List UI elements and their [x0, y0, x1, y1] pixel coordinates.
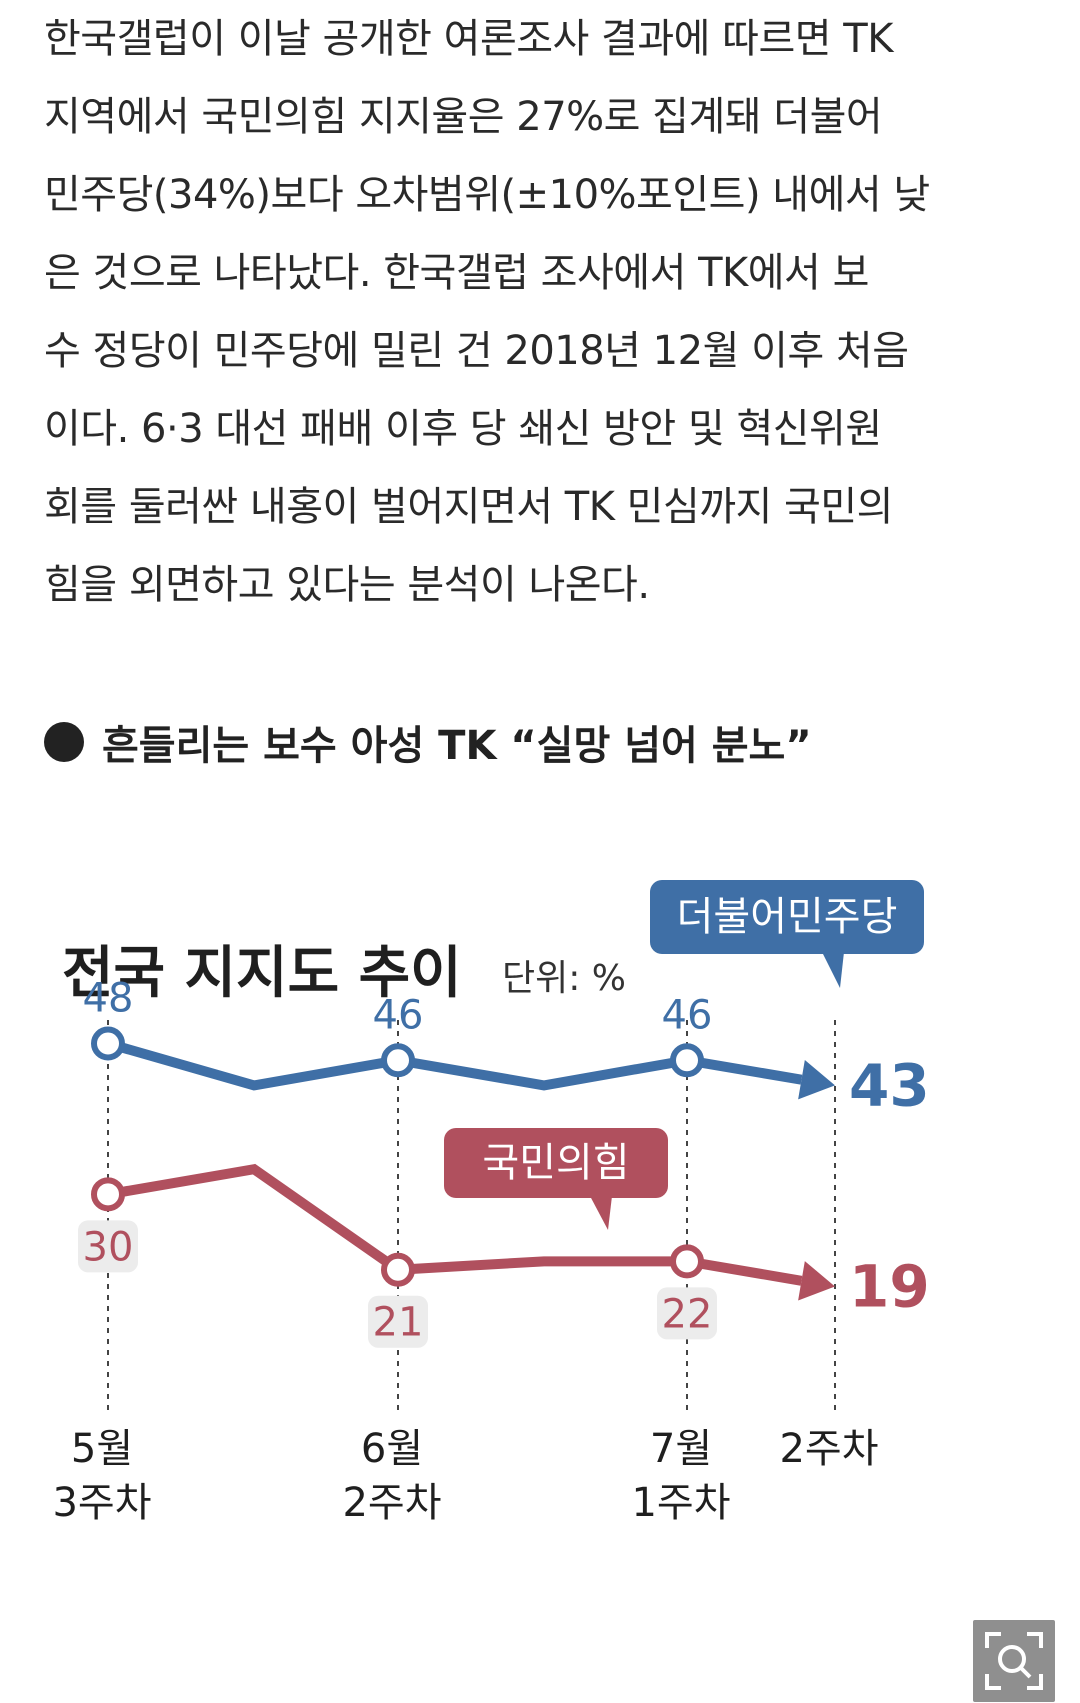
- article-line: 이다. 6·3 대선 패배 이후 당 쇄신 방안 및 혁신위원: [44, 406, 882, 452]
- tick-line1: 5월: [71, 1426, 133, 1472]
- data-label: 22: [662, 1291, 713, 1337]
- data-label-bg: [78, 1220, 138, 1273]
- article-line: 지역에서 국민의힘 지지율은 27%로 집계돼 더불어: [44, 94, 883, 140]
- callout-box: [650, 880, 924, 954]
- data-point: [91, 1177, 125, 1212]
- data-point: [91, 1026, 125, 1061]
- data-label-group: 30: [78, 1220, 138, 1273]
- legend-callout-ppp: 국민의힘: [444, 1128, 668, 1230]
- data-point: [381, 1043, 415, 1078]
- callout-pointer: [822, 952, 844, 988]
- legend-callout-democratic: 더불어민주당: [650, 880, 924, 988]
- tick-line1: 2주차: [779, 1426, 878, 1472]
- article-line: 은 것으로 나타났다. 한국갤럽 조사에서 TK에서 보: [44, 250, 869, 296]
- tick-line1: 6월: [361, 1426, 423, 1472]
- final-value-label: 19: [849, 1252, 930, 1320]
- chart-title: 전국 지지도 추이: [62, 941, 462, 1006]
- final-value-label: 43: [849, 1051, 930, 1119]
- data-point: [381, 1252, 415, 1287]
- tick-line1: 7월: [650, 1426, 712, 1472]
- article-line: 한국갤럽이 이날 공개한 여론조사 결과에 따르면 TK: [44, 16, 893, 62]
- article-body: 한국갤럽이 이날 공개한 여론조사 결과에 따르면 TK 지역에서 국민의힘 지…: [44, 0, 1044, 624]
- data-point: [670, 1244, 704, 1279]
- series-line: [107, 1163, 803, 1286]
- data-label: 46: [662, 992, 713, 1038]
- tick-line2: 3주차: [52, 1480, 151, 1526]
- section-subheading: 흔들리는 보수 아성 TK “실망 넘어 분노”: [44, 712, 812, 772]
- data-label: 30: [83, 1224, 134, 1270]
- data-label-group: 21: [368, 1295, 428, 1348]
- series-arrowhead: [798, 1261, 835, 1301]
- tick-line2: 1주차: [631, 1480, 730, 1526]
- series-arrowhead: [798, 1059, 835, 1100]
- data-point: [670, 1043, 704, 1078]
- callout-box: [444, 1128, 668, 1198]
- article-line: 회를 둘러싼 내홍이 벌어지면서 TK 민심까지 국민의: [44, 484, 893, 530]
- chart-svg: 전국 지지도 추이 단위: % 48 46 46 43 30 21 22 19 더불어민주당국…: [52, 880, 930, 1526]
- data-label: 21: [373, 1300, 424, 1346]
- data-label-bg: [657, 1287, 717, 1340]
- data-label: 48: [83, 976, 134, 1022]
- article-line: 민주당(34%)보다 오차범위(±10%포인트) 내에서 낮: [44, 172, 930, 218]
- x-tick-label: 2주차: [779, 1426, 878, 1472]
- zoom-icon: [985, 1632, 1043, 1690]
- tick-line2: 2주차: [342, 1480, 441, 1526]
- series-line: [106, 1038, 803, 1091]
- bullet-icon: [44, 722, 84, 762]
- data-label-bg: [368, 1295, 428, 1348]
- data-label-group: 22: [657, 1287, 717, 1340]
- callout-pointer: [590, 1196, 612, 1230]
- chart-unit-label: 단위: %: [502, 958, 626, 999]
- data-label: 46: [373, 992, 424, 1038]
- zoom-button[interactable]: [973, 1620, 1055, 1702]
- article-line: 수 정당이 민주당에 밀린 건 2018년 12월 이후 처음: [44, 328, 909, 374]
- subheading-text: 흔들리는 보수 아성 TK “실망 넘어 분노”: [102, 723, 812, 769]
- article-line: 힘을 외면하고 있다는 분석이 나온다.: [44, 562, 650, 608]
- legend-label: 더불어민주당: [677, 894, 898, 940]
- legend-label: 국민의힘: [482, 1140, 629, 1186]
